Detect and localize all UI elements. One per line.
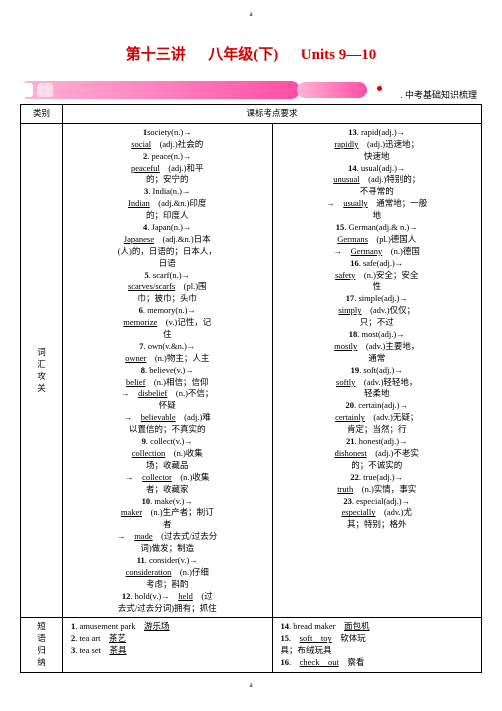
table-row: 词汇攻关 1society(n.)→social (adj.)社会的2. pea… xyxy=(21,123,482,618)
header-col2: 课标考点要求 xyxy=(63,105,482,124)
header-col1: 类别 xyxy=(21,105,63,124)
row1-col3: 13. rapid(adj.)→rapidly (adj.)迅速地；快速地14.… xyxy=(272,123,482,618)
row1-col2: 1society(n.)→social (adj.)社会的2. peace(n.… xyxy=(63,123,273,618)
page-title: 第十三讲 八年级(下) Units 9—10 xyxy=(0,43,502,64)
banner-bar-right xyxy=(297,82,367,98)
row2-label: 短语归纳 xyxy=(21,618,63,673)
title-sp2 xyxy=(282,47,297,63)
table-row: 短语归纳 1. amusement park 游乐场2. tea art 茶艺3… xyxy=(21,618,482,673)
row2-col2: 1. amusement park 游乐场2. tea art 茶艺3. tea… xyxy=(63,618,273,673)
page-footer-letter: a xyxy=(0,681,502,689)
banner-bar-left xyxy=(20,81,300,99)
table-header-row: 类别 课标考点要求 xyxy=(21,105,482,124)
title-part-2: 八年级(下) xyxy=(208,47,278,63)
row1-label: 词汇攻关 xyxy=(21,123,63,618)
main-table-wrap: 类别 课标考点要求 词汇攻关 1society(n.)→social (adj.… xyxy=(20,104,482,673)
banner-dot-icon xyxy=(377,86,382,91)
row2-col3: 14. bread maker 面包机15. soft toy 软体玩具；布绒玩… xyxy=(272,618,482,673)
title-part-3: Units 9—10 xyxy=(301,47,376,63)
section-banner: . 中考基础知识梳理 xyxy=(20,78,482,96)
title-part-1: 第十三讲 xyxy=(126,47,186,63)
page-header-letter: a xyxy=(0,0,502,18)
banner-label: . 中考基础知识梳理 xyxy=(400,88,477,101)
title-sp1 xyxy=(190,47,205,63)
main-table: 类别 课标考点要求 词汇攻关 1society(n.)→social (adj.… xyxy=(20,104,482,673)
